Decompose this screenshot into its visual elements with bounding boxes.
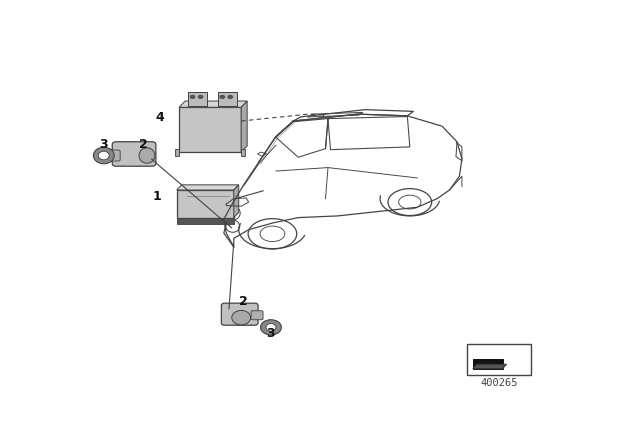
Polygon shape <box>473 364 507 369</box>
Polygon shape <box>179 101 247 107</box>
Polygon shape <box>177 185 239 190</box>
Text: 400265: 400265 <box>481 378 518 388</box>
Polygon shape <box>241 149 245 156</box>
Text: 4: 4 <box>155 111 164 124</box>
Polygon shape <box>177 190 234 218</box>
FancyBboxPatch shape <box>106 150 120 161</box>
Ellipse shape <box>93 147 114 164</box>
Polygon shape <box>179 107 241 152</box>
Circle shape <box>190 95 195 99</box>
Ellipse shape <box>266 323 276 331</box>
Ellipse shape <box>232 310 251 325</box>
Circle shape <box>220 95 225 99</box>
Polygon shape <box>218 92 237 106</box>
Polygon shape <box>175 149 179 156</box>
Polygon shape <box>188 92 207 106</box>
Circle shape <box>198 95 203 99</box>
Polygon shape <box>473 359 502 369</box>
FancyBboxPatch shape <box>251 311 263 320</box>
Polygon shape <box>177 218 234 224</box>
Text: 3: 3 <box>267 327 275 340</box>
Polygon shape <box>241 101 247 152</box>
Polygon shape <box>234 185 239 218</box>
Ellipse shape <box>99 151 109 160</box>
Text: 3: 3 <box>99 138 108 151</box>
Text: 2: 2 <box>139 138 148 151</box>
Ellipse shape <box>139 148 155 163</box>
FancyBboxPatch shape <box>221 303 258 325</box>
Text: 2: 2 <box>239 295 248 308</box>
FancyBboxPatch shape <box>112 142 156 166</box>
Text: 1: 1 <box>152 190 161 203</box>
Circle shape <box>228 95 233 99</box>
Ellipse shape <box>260 320 282 335</box>
